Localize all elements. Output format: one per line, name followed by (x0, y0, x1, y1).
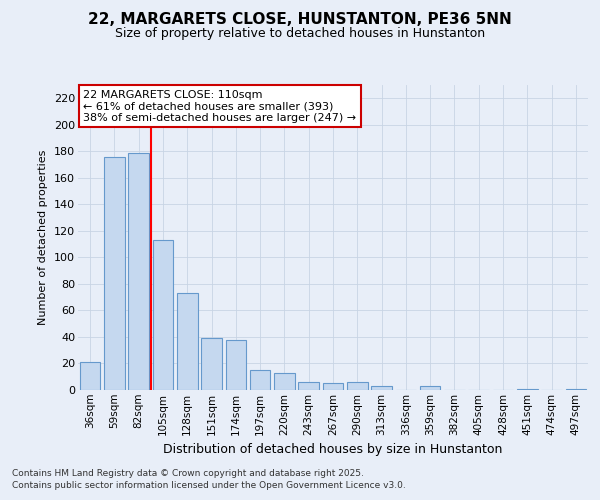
Bar (201, 338, 222, 390)
Bar (80, 362, 100, 390)
Bar (347, 382, 368, 390)
Text: Contains public sector information licensed under the Open Government Licence v3: Contains public sector information licen… (12, 481, 406, 490)
Bar (177, 293, 197, 390)
Bar (104, 156, 125, 390)
Bar (226, 340, 246, 390)
Bar (566, 388, 586, 390)
Bar (371, 386, 392, 390)
Bar (420, 386, 440, 390)
Text: Contains HM Land Registry data © Crown copyright and database right 2025.: Contains HM Land Registry data © Crown c… (12, 468, 364, 477)
Text: 22, MARGARETS CLOSE, HUNSTANTON, PE36 5NN: 22, MARGARETS CLOSE, HUNSTANTON, PE36 5N… (88, 12, 512, 28)
Text: Size of property relative to detached houses in Hunstanton: Size of property relative to detached ho… (115, 28, 485, 40)
Text: 22 MARGARETS CLOSE: 110sqm
← 61% of detached houses are smaller (393)
38% of sem: 22 MARGARETS CLOSE: 110sqm ← 61% of deta… (83, 90, 356, 123)
X-axis label: Distribution of detached houses by size in Hunstanton: Distribution of detached houses by size … (163, 443, 503, 456)
Bar (152, 240, 173, 390)
Bar (298, 382, 319, 390)
Y-axis label: Number of detached properties: Number of detached properties (38, 150, 49, 325)
Bar (250, 370, 271, 390)
Bar (128, 152, 149, 390)
Bar (517, 388, 538, 390)
Bar (274, 373, 295, 390)
Bar (323, 384, 343, 390)
